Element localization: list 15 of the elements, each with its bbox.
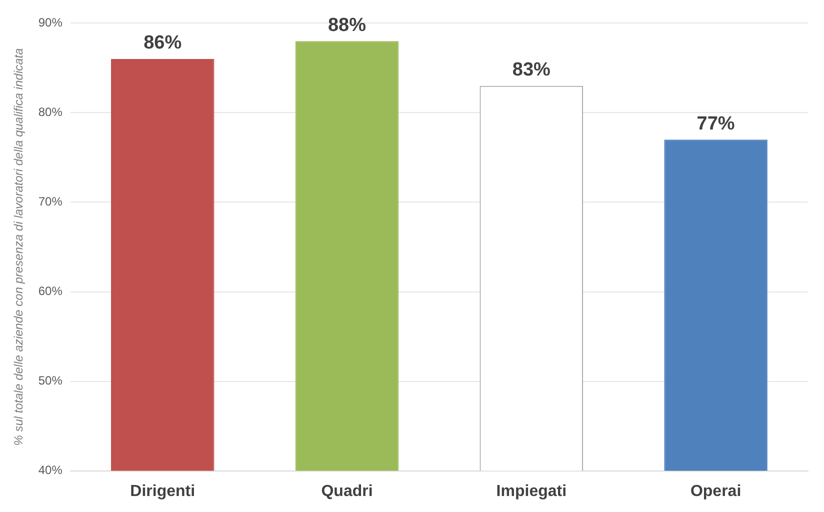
y-tick-label: 50%: [38, 374, 63, 388]
x-tick-label: Operai: [690, 482, 742, 500]
data-label: 88%: [328, 14, 366, 36]
y-tick-label: 70%: [38, 194, 63, 209]
y-tick-label: 90%: [38, 16, 63, 30]
y-tick-label: 40%: [38, 463, 63, 478]
x-tick-label: Impiegati: [496, 482, 567, 500]
data-label: 86%: [144, 32, 182, 54]
y-tick-label: 80%: [38, 105, 63, 120]
data-label: 77%: [696, 113, 735, 134]
y-axis-title: % sul totale delle aziende con presenza di lavoratori della qualifica indicata: [12, 48, 26, 446]
x-tick-label: Quadri: [321, 482, 373, 500]
y-tick-label: 60%: [38, 284, 63, 298]
x-tick-label: Dirigenti: [130, 482, 196, 500]
data-label: 83%: [512, 60, 551, 81]
